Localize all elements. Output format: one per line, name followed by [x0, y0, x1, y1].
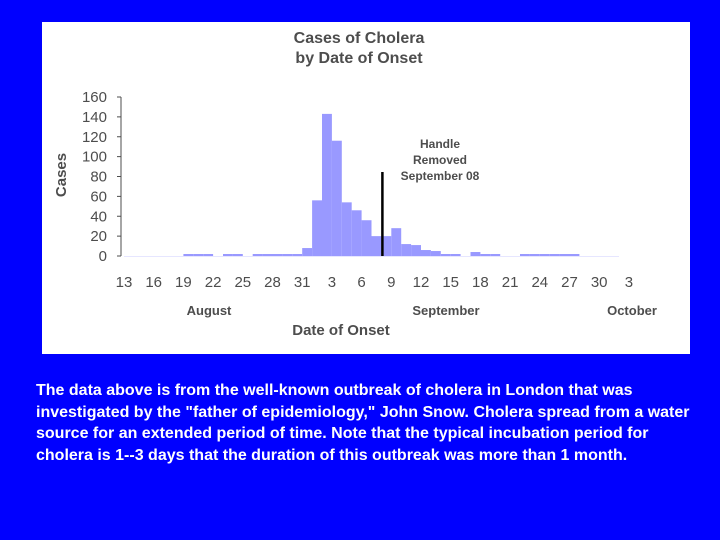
y-tick-label: 0 [99, 248, 107, 265]
bar-aug-19 [183, 254, 194, 256]
y-tick-label: 100 [82, 149, 107, 166]
bar-sep-8 [381, 236, 392, 256]
x-tick-label: 15 [442, 274, 459, 291]
bar-sep-9 [391, 228, 402, 256]
y-tick-label: 80 [90, 169, 107, 186]
y-tick-label: 160 [82, 89, 107, 106]
x-tick-label: 3 [625, 274, 633, 291]
x-tick-label: 30 [591, 274, 608, 291]
bar-sep-15 [450, 254, 461, 256]
x-axis-label: Date of Onset [292, 322, 390, 339]
bar-sep-10 [401, 244, 412, 256]
cholera-chart: Cases of Cholera by Date of Onset Cases 0 20… [53, 30, 657, 339]
x-tick-label: 27 [561, 274, 578, 291]
bar-sep-11 [411, 245, 421, 256]
bar-sep-6 [361, 220, 372, 256]
caption-text: The data above is from the well-known ou… [36, 382, 690, 464]
bar-sep-1 [312, 200, 322, 256]
month-label-october: October [607, 303, 657, 318]
bar-sep-24 [539, 254, 550, 256]
y-tick-label: 20 [90, 228, 107, 245]
bar-sep-25 [549, 254, 560, 256]
x-tick-label: 24 [531, 274, 548, 291]
x-tick-label: 22 [205, 274, 222, 291]
bar-sep-26 [559, 254, 570, 256]
month-label-september: September [412, 303, 479, 318]
bar-aug-23 [223, 254, 233, 256]
x-tick-label: 6 [357, 274, 365, 291]
bar-sep-27 [569, 254, 580, 256]
bar-aug-21 [203, 254, 214, 256]
bar-sep-14 [440, 254, 451, 256]
chart-panel: Cases of Cholera by Date of Onset Cases 0 20… [42, 22, 690, 354]
bar-sep-23 [529, 254, 540, 256]
x-tick-label: 12 [413, 274, 430, 291]
bar-aug-27 [262, 254, 273, 256]
bar-aug-26 [252, 254, 263, 256]
bar-aug-20 [193, 254, 204, 256]
bar-sep-18 [480, 254, 491, 256]
x-tick-label: 28 [264, 274, 281, 291]
bar-sep-3 [331, 140, 342, 256]
x-tick-label: 9 [387, 274, 395, 291]
bar-sep-7 [371, 236, 382, 256]
y-tick-label: 60 [90, 188, 107, 205]
x-tick-label: 16 [145, 274, 162, 291]
bar-sep-13 [430, 251, 441, 256]
y-tick-label: 40 [90, 208, 107, 225]
bar-aug-28 [272, 254, 283, 256]
bar-aug-24 [232, 254, 243, 256]
bar-sep-12 [421, 250, 431, 256]
bar-sep-19 [490, 254, 501, 256]
x-tick-label: 21 [502, 274, 519, 291]
chart-title-line: by Date of Onset [295, 50, 423, 67]
bar-sep-4 [341, 202, 352, 256]
bar-aug-30 [292, 254, 303, 256]
y-tick-label: 140 [82, 109, 107, 126]
bar-sep-22 [520, 254, 530, 256]
bar-aug-31 [302, 248, 313, 256]
bar-sep-2 [322, 113, 332, 256]
annotation-text-line: Handle [420, 137, 460, 151]
x-tick-label: 19 [175, 274, 192, 291]
bar-sep-17 [470, 252, 481, 256]
annotation-text-line: Removed [413, 153, 467, 167]
annotation-text-line: September 08 [401, 169, 480, 183]
chart-title-line: Cases of Cholera [294, 30, 425, 47]
x-tick-label: 25 [234, 274, 251, 291]
x-tick-label: 13 [116, 274, 133, 291]
y-axis-label: Cases [53, 153, 70, 197]
month-label-august: August [187, 303, 232, 318]
y-tick-label: 120 [82, 129, 107, 146]
x-tick-label: 31 [294, 274, 311, 291]
bar-sep-5 [351, 210, 362, 256]
bar-aug-29 [282, 254, 293, 256]
x-tick-label: 3 [328, 274, 336, 291]
x-tick-label: 18 [472, 274, 489, 291]
